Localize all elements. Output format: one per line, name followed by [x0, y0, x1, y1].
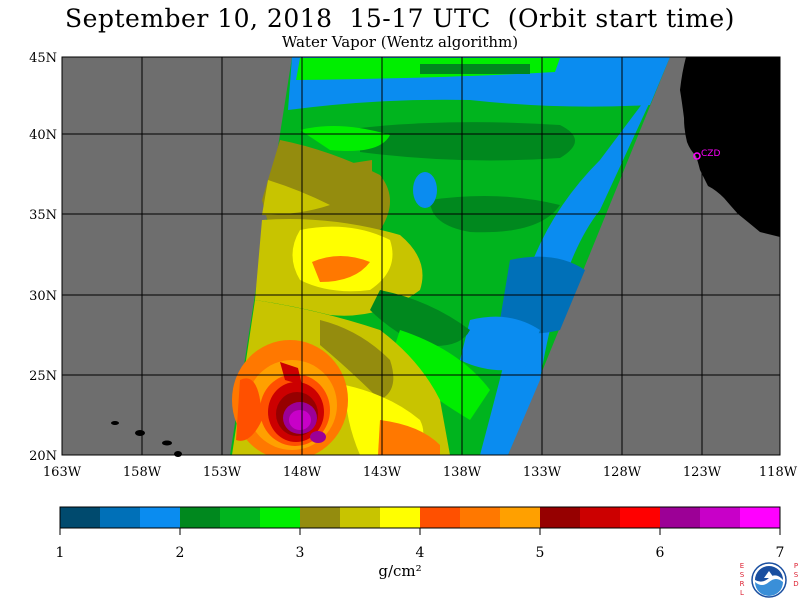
colorbar-tick-label: 1 [56, 545, 65, 561]
longitude-label: 153W [203, 465, 242, 480]
colorbar-swatch [140, 507, 181, 528]
colorbar-swatch [220, 507, 261, 528]
colorbar-tick-label: 4 [416, 545, 425, 561]
colorbar-swatch [660, 507, 701, 528]
colorbar-swatch [260, 507, 301, 528]
longitude-label: 123W [683, 465, 722, 480]
longitude-label: 133W [523, 465, 562, 480]
latitude-label: 35N [29, 208, 57, 223]
colorbar-tick-label: 7 [776, 545, 785, 561]
colorbar-swatch [420, 507, 461, 528]
colorbar-swatch [500, 507, 541, 528]
latitude-label: 25N [29, 369, 57, 384]
latitude-labels: 45N 40N 35N 30N 25N 20N [29, 51, 57, 464]
longitude-labels: 163W 158W 153W 148W 143W 138W 133W 128W 123W 118W [43, 465, 798, 480]
colorbar-unit: g/cm² [378, 562, 422, 580]
longitude-label: 163W [43, 465, 82, 480]
colorbar [59, 506, 781, 529]
colorbar-tick-label: 5 [536, 545, 545, 561]
colorbar-swatch [460, 507, 501, 528]
colorbar-swatch [180, 507, 221, 528]
water-vapor-swath [230, 57, 670, 455]
colorbar-swatch [740, 507, 781, 528]
latitude-label: 20N [29, 449, 57, 464]
colorbar-swatch [100, 507, 141, 528]
latitude-label: 40N [29, 128, 57, 143]
colorbar-swatch [300, 507, 341, 528]
longitude-label: 138W [443, 465, 482, 480]
longitude-label: 128W [603, 465, 642, 480]
lat-lon-grid [62, 57, 780, 455]
colorbar-swatch [380, 507, 421, 528]
colorbar-tick-label: 2 [176, 545, 185, 561]
colorbar-swatch [700, 507, 741, 528]
colorbar-swatch [540, 507, 581, 528]
map-title: September 10, 2018 15-17 UTC (Orbit star… [65, 4, 735, 33]
colorbar-swatch [620, 507, 661, 528]
longitude-label: 148W [283, 465, 322, 480]
latitude-label: 30N [29, 289, 57, 304]
map-subtitle: Water Vapor (Wentz algorithm) [281, 33, 519, 51]
station-label: CZD [701, 149, 720, 159]
colorbar-tick-label: 6 [656, 545, 665, 561]
longitude-label: 118W [759, 465, 798, 480]
noaa-emblem-icon [751, 562, 787, 598]
north-america-land [680, 57, 780, 237]
colorbar-tick-labels: 1 2 3 4 5 6 7 [56, 528, 785, 561]
colorbar-swatch [580, 507, 621, 528]
colorbar-tick-label: 3 [296, 545, 305, 561]
longitude-label: 158W [123, 465, 162, 480]
colorbar-swatch [60, 507, 101, 528]
longitude-label: 143W [363, 465, 402, 480]
station-marker: CZD [693, 149, 720, 160]
colorbar-swatch [340, 507, 381, 528]
map-frame [61, 56, 781, 456]
latitude-label: 45N [29, 51, 57, 66]
